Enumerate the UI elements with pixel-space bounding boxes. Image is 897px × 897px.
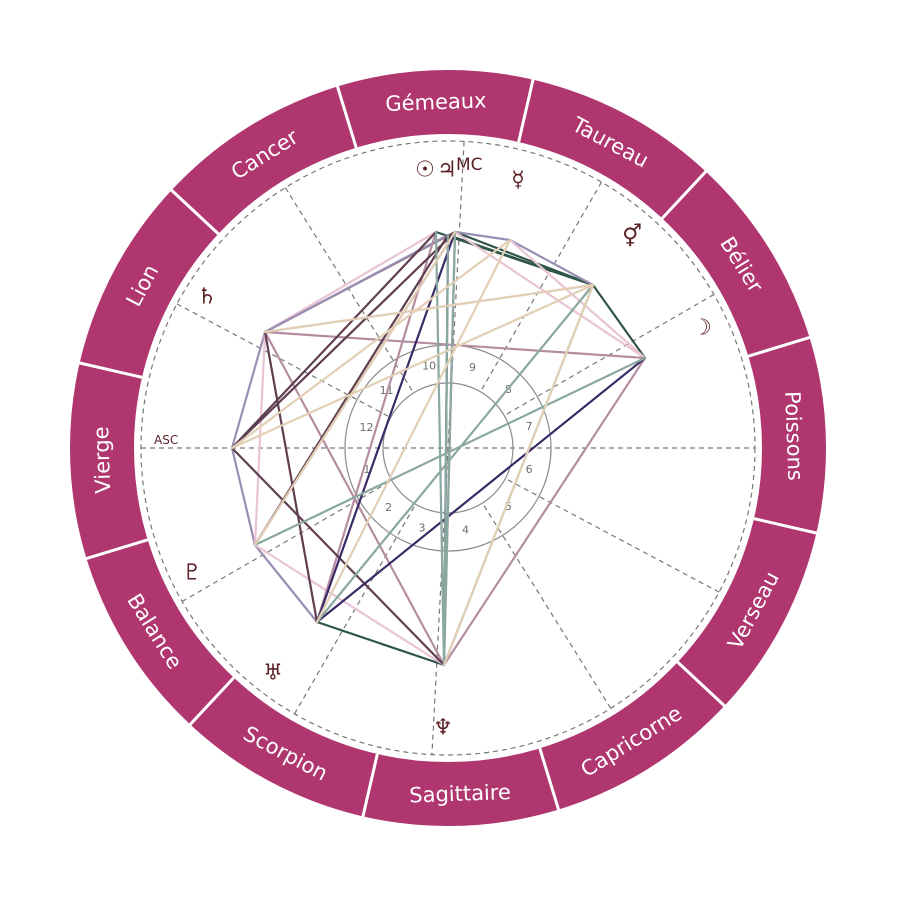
aspect-line: [315, 238, 512, 624]
aspect-line: [442, 283, 595, 667]
house-cusp: [481, 502, 612, 709]
aspect-line: [263, 283, 595, 334]
house-number-6: 6: [526, 463, 533, 476]
house-cusp: [176, 303, 391, 419]
mercury-icon: ☿: [511, 168, 525, 193]
aspect-line: [253, 543, 446, 667]
aspect-line: [253, 230, 457, 547]
house-number-12: 12: [359, 421, 373, 434]
aspect-line: [230, 230, 457, 450]
house-number-3: 3: [419, 521, 426, 534]
sign-label-10: Vierge: [89, 426, 115, 494]
aspect-line: [442, 356, 647, 667]
sign-label-4: Poissons: [780, 391, 807, 481]
sign-divider: [188, 676, 235, 727]
sign-divider: [538, 747, 561, 811]
house-cusps: [141, 141, 755, 755]
sign-divider: [169, 188, 220, 235]
saturn-icon: ♄: [197, 285, 217, 310]
sign-divider: [517, 78, 535, 143]
venus-mars-icon: ⚥: [622, 223, 642, 250]
aspect-line: [508, 238, 647, 360]
aspect-line: [315, 620, 446, 667]
aspect-line: [591, 283, 647, 360]
house-cusp: [505, 477, 720, 593]
aspect-line: [453, 230, 647, 360]
house-cusp: [284, 187, 415, 394]
moon-icon: ☽: [692, 316, 712, 341]
aspect-line: [230, 446, 257, 547]
sun-icon: ☉: [415, 158, 435, 183]
sign-divider: [361, 753, 379, 818]
aspect-line: [453, 230, 512, 242]
sign-divider: [335, 85, 358, 149]
aspect-line: [434, 230, 446, 667]
aspect-line: [508, 238, 595, 287]
aspect-line: [253, 543, 319, 624]
pluto-icon: ♇: [182, 561, 202, 586]
aspect-line: [263, 330, 319, 624]
sign-divider: [78, 361, 143, 379]
sign-divider: [85, 538, 149, 561]
house-number-5: 5: [505, 500, 512, 513]
sign-divider: [661, 169, 708, 220]
sign-divider: [753, 517, 818, 535]
house-cusp: [431, 141, 465, 755]
aspect-line: [434, 230, 595, 287]
jupiter-icon: ♃: [437, 158, 457, 183]
house-number-4: 4: [462, 524, 469, 537]
house-number-10: 10: [422, 360, 436, 373]
aspect-line: [315, 283, 595, 624]
aspect-line: [263, 330, 647, 360]
house-number-1: 1: [363, 463, 370, 476]
aspect-line: [230, 446, 446, 667]
mc-label: MC: [456, 155, 483, 175]
sign-divider: [676, 661, 727, 708]
house-number-2: 2: [385, 501, 392, 514]
aspect-line: [230, 238, 512, 450]
aspect-lines: [230, 230, 647, 667]
aspect-line: [263, 230, 438, 334]
house-number-9: 9: [469, 361, 476, 374]
aspect-line: [253, 356, 647, 547]
aspect-line: [315, 356, 647, 624]
sign-label-7: Sagittaire: [409, 780, 511, 808]
planet-glyphs: ☉ ♃ ☿ ⚥ ☽ ♄ ♇ ♅ ♆: [182, 158, 712, 741]
aspect-line: [230, 330, 267, 450]
uranus-icon: ♅: [263, 661, 283, 686]
zodiac-ring: GémeauxTaureauBélierPoissonsVerseauCapri…: [70, 70, 826, 826]
sign-divider: [747, 335, 811, 358]
asc-label: ASC: [154, 433, 178, 447]
neptune-icon: ♆: [433, 716, 453, 741]
house-cusp: [479, 181, 603, 393]
sign-label-1: Gémeaux: [385, 88, 487, 116]
aspect-line: [253, 330, 267, 547]
aspect-line: [315, 230, 438, 624]
house-number-7: 7: [526, 420, 533, 433]
aspect-line: [230, 283, 595, 450]
aspect-line: [230, 230, 438, 450]
